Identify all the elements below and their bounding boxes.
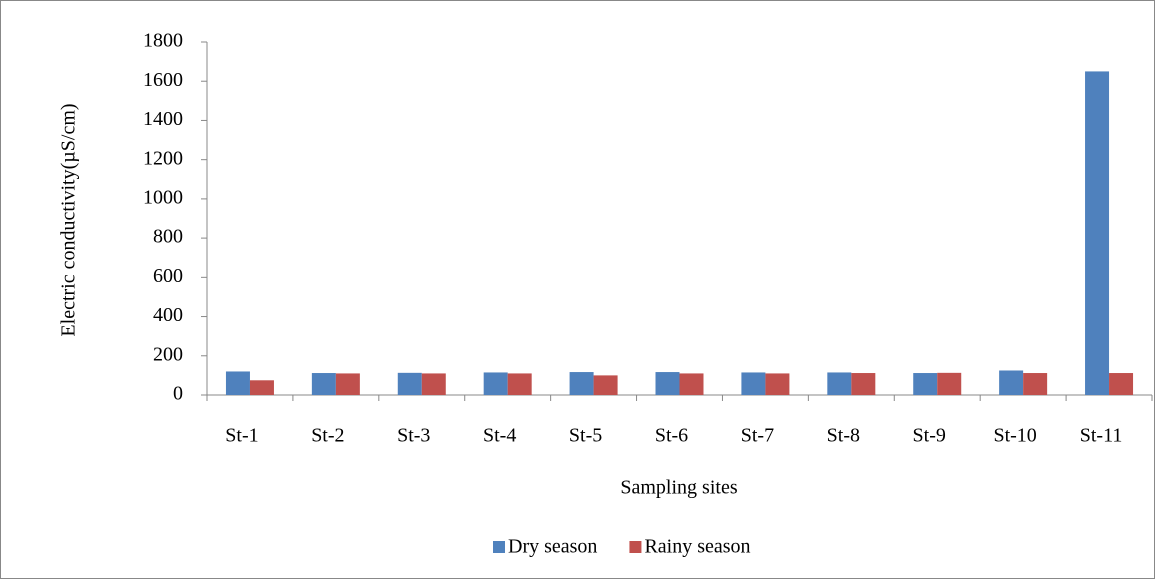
bar xyxy=(999,370,1024,395)
x-tick-label: St-9 xyxy=(913,425,946,447)
bar xyxy=(335,373,360,395)
bar xyxy=(765,373,790,395)
bar xyxy=(483,372,508,395)
y-tick-label: 1200 xyxy=(143,147,183,169)
bar xyxy=(397,372,422,395)
bar xyxy=(1109,373,1134,395)
bar xyxy=(1085,71,1110,396)
legend-swatch xyxy=(493,541,505,553)
y-axis-title: Electric conductivity(µS/cm) xyxy=(58,103,80,336)
bar xyxy=(851,373,876,395)
y-tick-label: 1600 xyxy=(143,69,183,91)
x-tick-label: St-10 xyxy=(993,425,1036,447)
x-tick-label: St-1 xyxy=(225,425,258,447)
bar xyxy=(827,372,852,395)
x-tick-label: St-6 xyxy=(655,425,688,447)
bar xyxy=(225,371,250,395)
x-tick-label: St-5 xyxy=(569,425,602,447)
x-tick-label: St-7 xyxy=(741,425,774,447)
bar xyxy=(741,372,766,395)
bar xyxy=(569,372,594,395)
bar xyxy=(421,373,446,395)
y-tick-label: 0 xyxy=(173,383,183,405)
bar xyxy=(913,373,938,395)
bar xyxy=(593,375,618,395)
y-tick-label: 1000 xyxy=(143,186,183,208)
bar xyxy=(679,373,704,395)
x-axis-title: Sampling sites xyxy=(620,477,737,499)
y-tick-label: 400 xyxy=(153,304,183,326)
y-tick-label: 1800 xyxy=(143,30,183,52)
x-tick-label: St-8 xyxy=(827,425,860,447)
bar xyxy=(655,372,680,395)
legend-swatch xyxy=(629,541,642,553)
bar xyxy=(311,373,336,395)
bar xyxy=(249,380,274,395)
legend-label: Dry season xyxy=(508,536,597,558)
bar xyxy=(507,373,532,395)
bar xyxy=(937,372,962,395)
x-tick-label: St-4 xyxy=(483,425,516,447)
y-tick-label: 600 xyxy=(153,265,183,287)
x-tick-label: St-11 xyxy=(1080,425,1123,447)
y-tick-label: 800 xyxy=(153,226,183,248)
x-tick-label: St-3 xyxy=(397,425,430,447)
x-tick-label: St-2 xyxy=(311,425,344,447)
legend-label: Rainy season xyxy=(644,536,750,558)
bar xyxy=(1023,373,1048,395)
y-tick-label: 200 xyxy=(153,343,183,365)
y-tick-label: 1400 xyxy=(143,108,183,130)
